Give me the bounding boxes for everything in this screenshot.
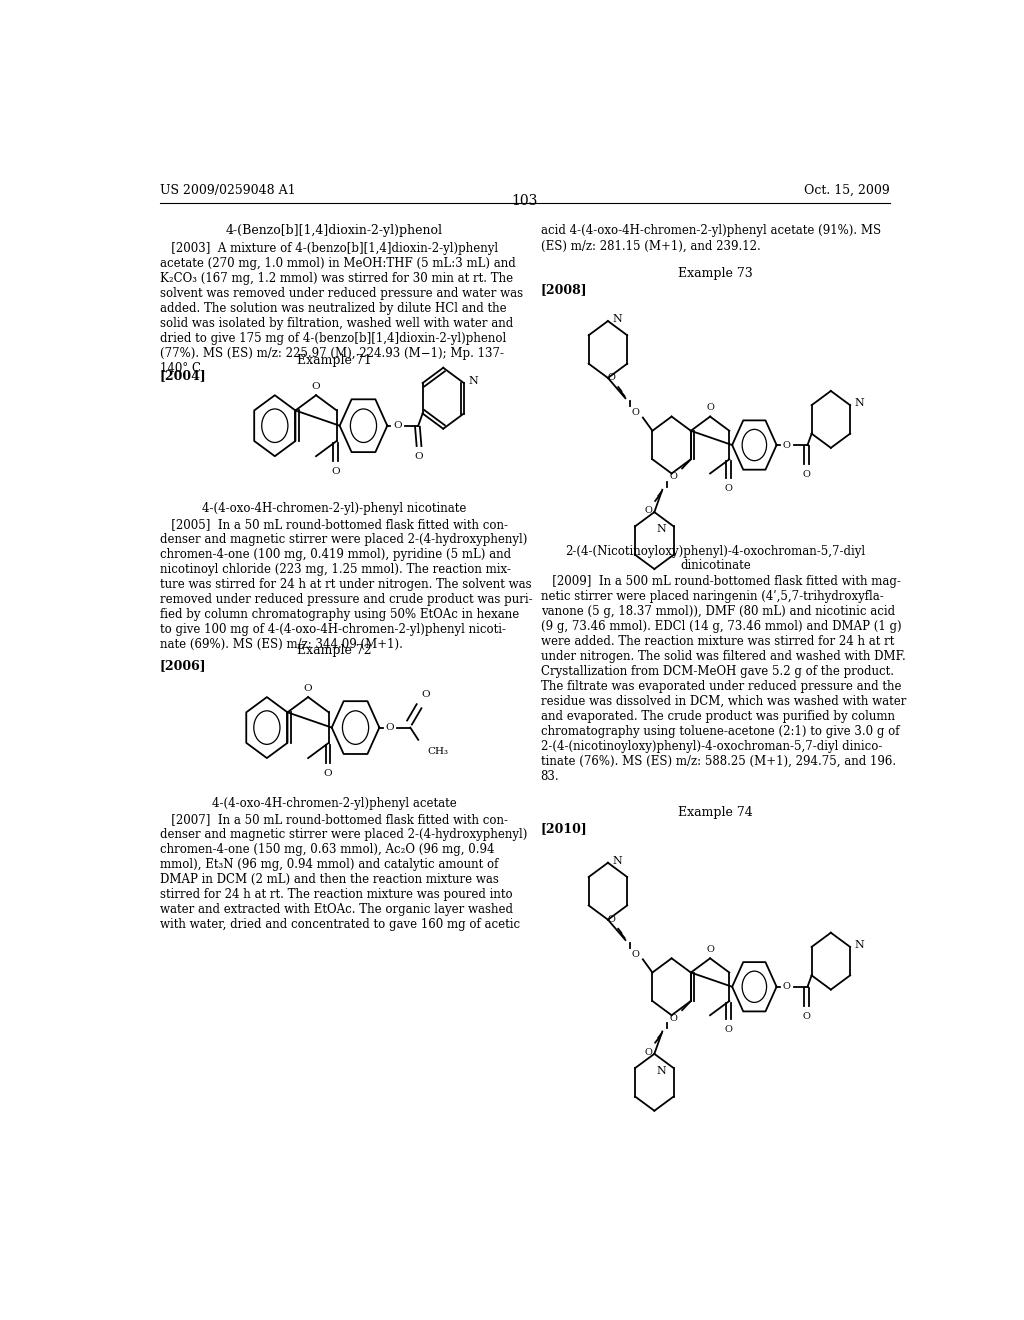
Text: O: O — [415, 453, 423, 461]
Text: [2009]  In a 500 mL round-bottomed flask fitted with mag-
netic stirrer were pla: [2009] In a 500 mL round-bottomed flask … — [541, 576, 906, 783]
Text: O: O — [421, 690, 430, 700]
Text: Example 72: Example 72 — [297, 644, 372, 657]
Text: O: O — [783, 982, 791, 991]
Text: [2008]: [2008] — [541, 284, 588, 297]
Text: O: O — [707, 945, 714, 954]
Text: O: O — [725, 483, 732, 492]
Text: Oct. 15, 2009: Oct. 15, 2009 — [804, 183, 890, 197]
Text: Example 74: Example 74 — [678, 805, 753, 818]
Text: [2010]: [2010] — [541, 822, 588, 836]
Text: O: O — [645, 1048, 652, 1057]
Text: O: O — [332, 467, 340, 477]
Text: O: O — [607, 374, 615, 381]
Text: N: N — [855, 940, 864, 950]
Text: N: N — [656, 1067, 667, 1076]
Text: O: O — [607, 915, 615, 924]
Text: O: O — [385, 723, 394, 733]
Text: [2003]  A mixture of 4-(benzo[b][1,4]dioxin-2-yl)phenyl
acetate (270 mg, 1.0 mmo: [2003] A mixture of 4-(benzo[b][1,4]diox… — [160, 242, 523, 375]
Text: [2007]  In a 50 mL round-bottomed flask fitted with con-
denser and magnetic sti: [2007] In a 50 mL round-bottomed flask f… — [160, 813, 527, 931]
Text: O: O — [324, 770, 332, 779]
Text: O: O — [803, 1012, 811, 1022]
Text: Example 71: Example 71 — [297, 354, 372, 367]
Text: 4-(4-oxo-4H-chromen-2-yl)phenyl acetate: 4-(4-oxo-4H-chromen-2-yl)phenyl acetate — [212, 797, 457, 809]
Text: Example 73: Example 73 — [678, 267, 753, 280]
Text: CH₃: CH₃ — [428, 747, 449, 756]
Text: N: N — [612, 314, 623, 323]
Text: acid 4-(4-oxo-4H-chromen-2-yl)phenyl acetate (91%). MS
(ES) m/z: 281.15 (M+1), a: acid 4-(4-oxo-4H-chromen-2-yl)phenyl ace… — [541, 224, 881, 252]
Text: N: N — [855, 399, 864, 408]
Text: N: N — [469, 376, 478, 385]
Text: [2005]  In a 50 mL round-bottomed flask fitted with con-
denser and magnetic sti: [2005] In a 50 mL round-bottomed flask f… — [160, 519, 532, 651]
Text: dinicotinate: dinicotinate — [680, 558, 751, 572]
Text: O: O — [707, 404, 714, 412]
Text: O: O — [632, 950, 640, 958]
Text: N: N — [612, 855, 623, 866]
Text: O: O — [311, 383, 321, 391]
Text: [2006]: [2006] — [160, 660, 207, 672]
Text: 2-(4-(Nicotinoyloxy)phenyl)-4-oxochroman-5,7-diyl: 2-(4-(Nicotinoyloxy)phenyl)-4-oxochroman… — [565, 545, 865, 557]
Text: US 2009/0259048 A1: US 2009/0259048 A1 — [160, 183, 295, 197]
Text: O: O — [393, 421, 401, 430]
Text: 103: 103 — [512, 194, 538, 209]
Text: 4-(Benzo[b][1,4]dioxin-2-yl)phenol: 4-(Benzo[b][1,4]dioxin-2-yl)phenol — [226, 224, 442, 238]
Text: 4-(4-oxo-4H-chromen-2-yl)-phenyl nicotinate: 4-(4-oxo-4H-chromen-2-yl)-phenyl nicotin… — [202, 502, 467, 515]
Text: O: O — [670, 1014, 677, 1023]
Text: [2004]: [2004] — [160, 368, 207, 381]
Text: O: O — [645, 506, 652, 515]
Text: O: O — [725, 1026, 732, 1035]
Text: O: O — [304, 684, 312, 693]
Text: O: O — [803, 470, 811, 479]
Text: O: O — [632, 408, 640, 417]
Text: O: O — [670, 473, 677, 480]
Text: O: O — [783, 441, 791, 450]
Text: N: N — [656, 524, 667, 535]
